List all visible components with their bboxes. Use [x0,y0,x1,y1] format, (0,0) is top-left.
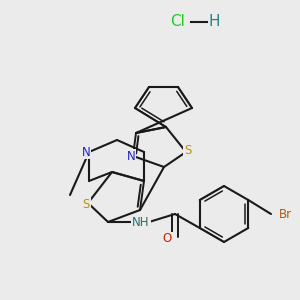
Text: O: O [162,232,172,245]
Text: NH: NH [132,215,150,229]
Text: N: N [127,149,135,163]
Text: Cl: Cl [171,14,185,29]
Text: N: N [82,146,90,158]
Text: H: H [208,14,220,29]
Text: Br: Br [278,208,292,220]
Text: S: S [82,197,90,211]
Text: S: S [184,145,192,158]
